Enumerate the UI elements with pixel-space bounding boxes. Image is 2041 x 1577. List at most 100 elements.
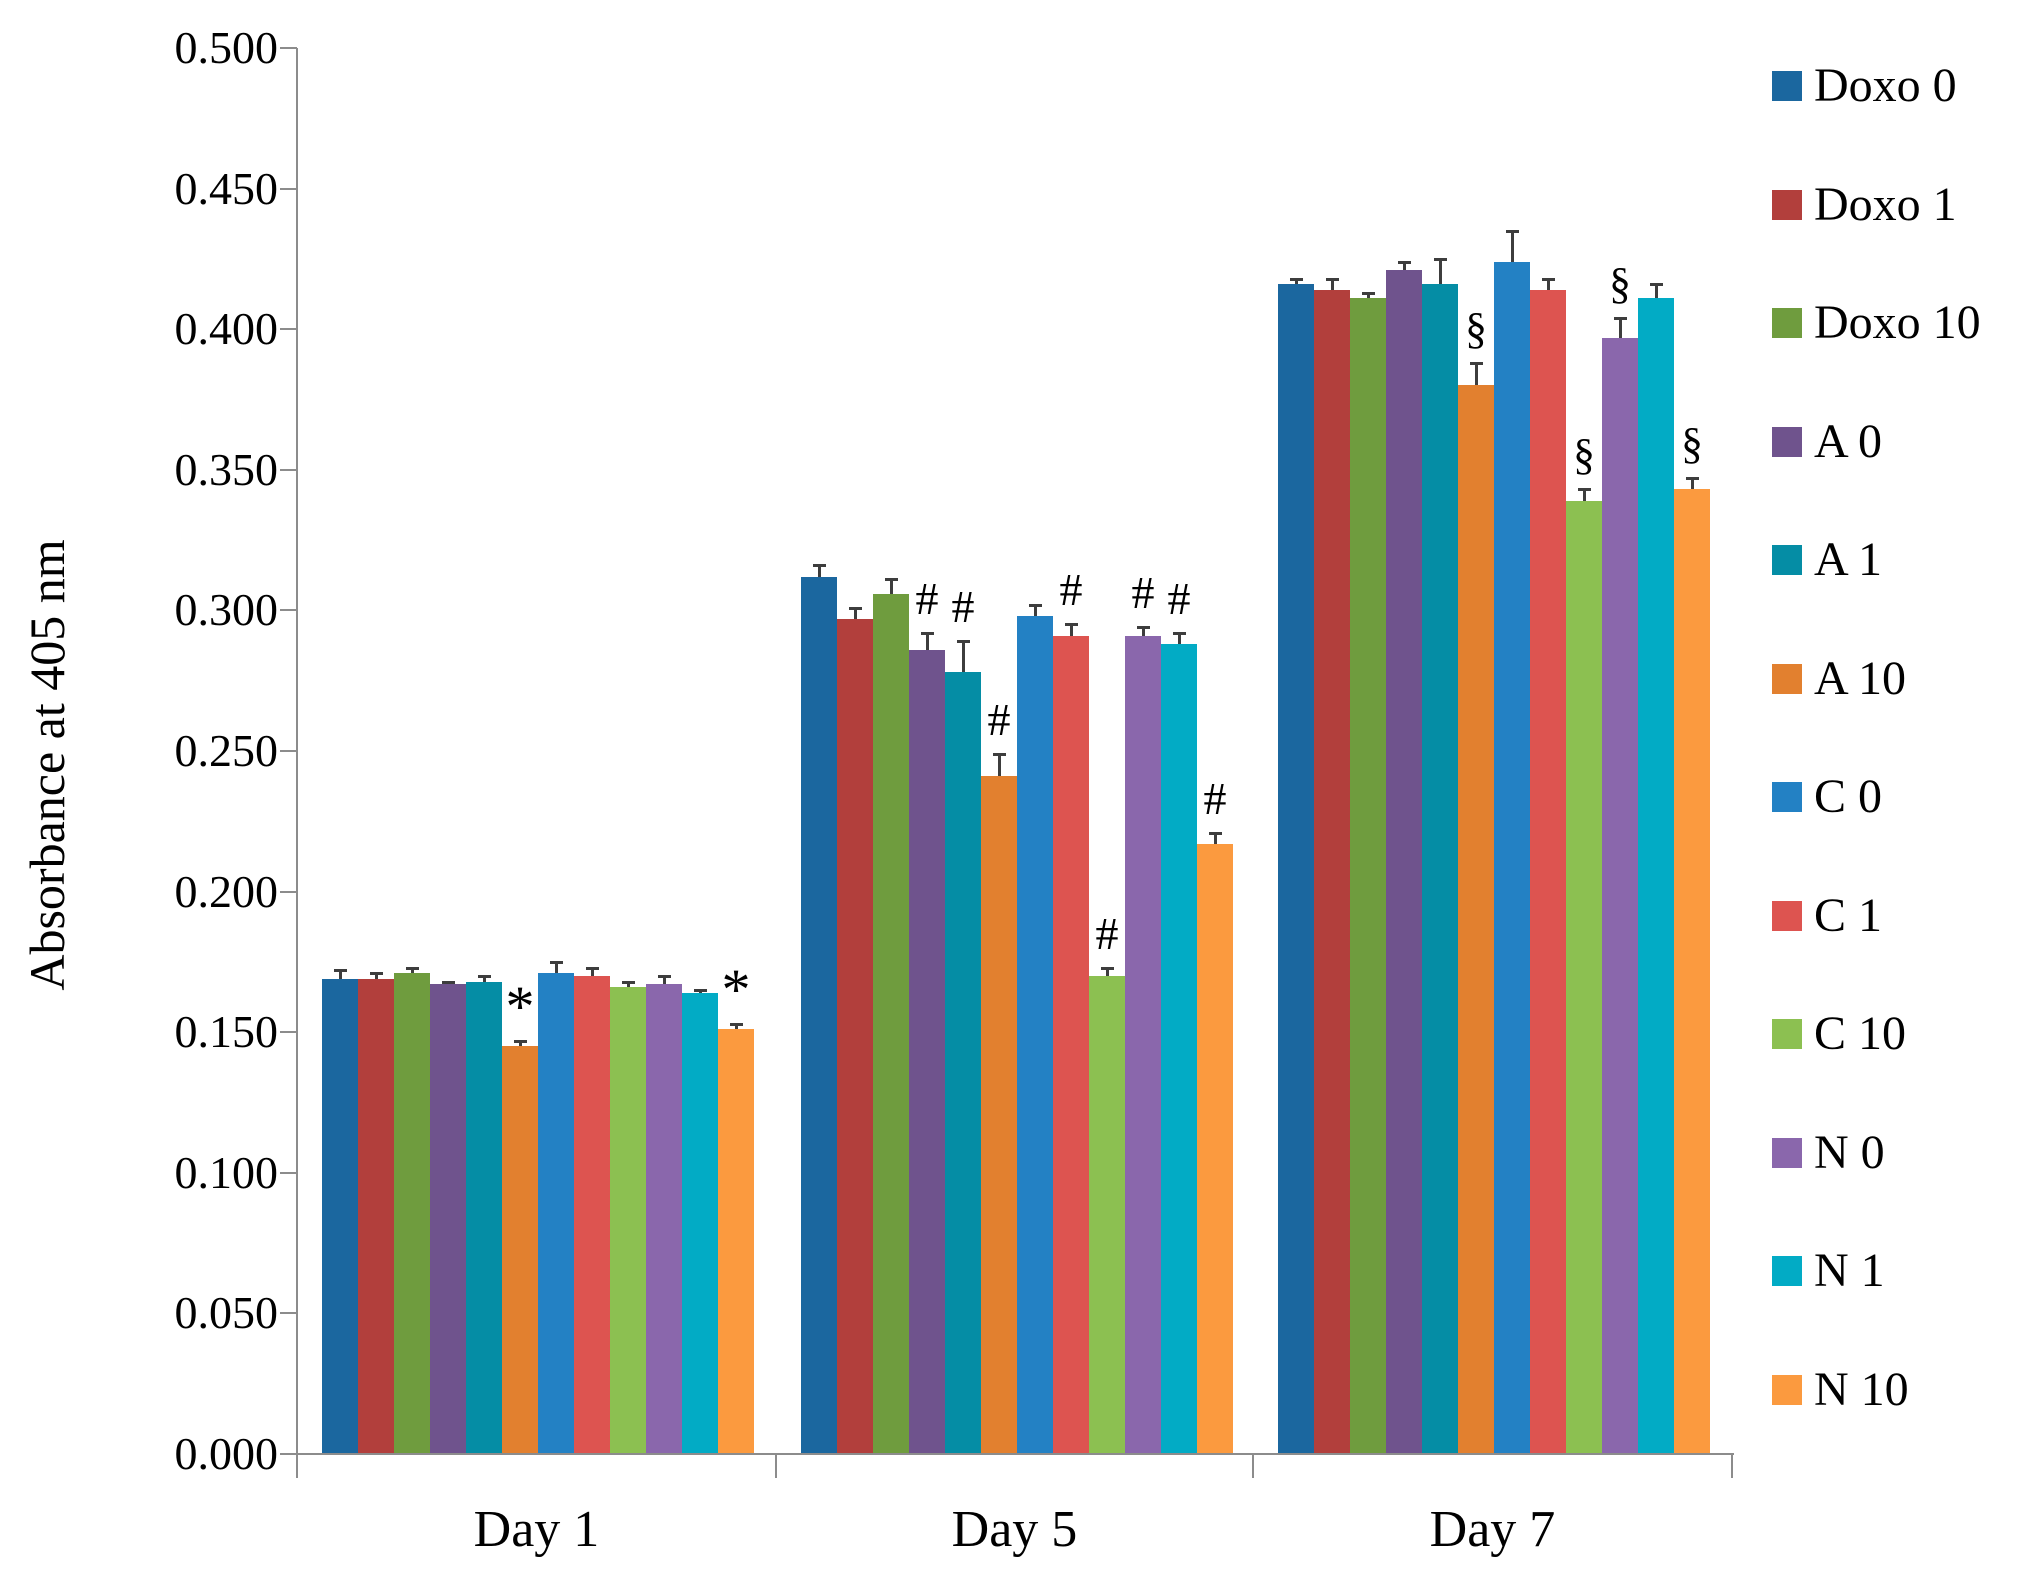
error-bar-a-10-day-7 — [1474, 362, 1478, 386]
legend-item-doxo-10: Doxo 10 — [1772, 295, 2037, 351]
error-bar-a-1-day-7 — [1438, 258, 1442, 285]
error-bar-cap-c-0-day-7 — [1505, 229, 1519, 233]
error-bar-cap-a-1-day-5 — [956, 640, 970, 644]
x-tick-mark — [296, 1454, 298, 1478]
annotation-c-10-day-7: § — [1573, 430, 1595, 480]
bar-c-1-day-1 — [574, 975, 610, 1454]
error-bar-cap-doxo-10-day-7 — [1361, 291, 1375, 295]
legend-label-doxo-10: Doxo 10 — [1814, 296, 1981, 350]
error-bar-cap-n-10-day-5 — [1208, 831, 1222, 835]
legend-marker-c-10 — [1772, 1019, 1802, 1050]
error-bar-cap-n-1-day-5 — [1172, 631, 1186, 635]
legend-marker-a-10 — [1772, 663, 1802, 694]
error-bar-c-10-day-7 — [1582, 489, 1586, 501]
error-bar-cap-c-1-day-5 — [1064, 623, 1078, 627]
legend-marker-doxo-10 — [1772, 308, 1802, 339]
bar-c-0-day-7 — [1494, 261, 1530, 1454]
legend-marker-c-1 — [1772, 900, 1802, 931]
y-tick-mark — [280, 1171, 297, 1174]
x-tick-mark — [1252, 1454, 1254, 1478]
bar-c-10-day-1 — [610, 987, 646, 1454]
bar-c-1-day-5 — [1053, 635, 1089, 1454]
error-bar-cap-a-10-day-5 — [992, 752, 1006, 756]
bar-a-1-day-5 — [945, 672, 981, 1454]
legend-label-c-10: C 10 — [1814, 1007, 1907, 1061]
error-bar-cap-a-10-day-7 — [1469, 361, 1483, 365]
error-bar-a-1-day-1 — [482, 975, 486, 982]
y-tick-label-0.200: 0.200 — [174, 865, 279, 917]
x-axis-line — [296, 1453, 1734, 1455]
legend-label-doxo-1: Doxo 1 — [1814, 177, 1957, 231]
error-bar-c-0-day-5 — [1033, 604, 1037, 616]
legend-item-n-1: N 1 — [1772, 1243, 2037, 1299]
annotation-n-10-day-7: § — [1681, 419, 1703, 469]
y-tick-mark — [280, 1312, 297, 1315]
legend-item-c-0: C 0 — [1772, 769, 2037, 825]
error-bar-n-0-day-5 — [1141, 627, 1145, 636]
annotation-c-1-day-5: # — [1059, 564, 1083, 616]
bar-n-10-day-5 — [1197, 843, 1233, 1454]
error-bar-doxo-10-day-5 — [889, 579, 893, 594]
error-bar-cap-doxo-10-day-5 — [884, 578, 898, 582]
bar-doxo-0-day-7 — [1278, 284, 1314, 1454]
error-bar-cap-a-10-day-1 — [513, 1039, 527, 1043]
y-tick-label-0.150: 0.150 — [174, 1006, 279, 1058]
bar-c-1-day-7 — [1530, 289, 1566, 1454]
error-bar-n-10-day-1 — [734, 1023, 738, 1030]
y-tick-label-0.500: 0.500 — [174, 22, 279, 73]
y-tick-mark — [280, 609, 297, 612]
annotation-n-10-day-1: * — [721, 956, 751, 1022]
legend-label-n-10: N 10 — [1814, 1362, 1909, 1416]
error-bar-c-1-day-1 — [590, 967, 594, 976]
y-axis-title: Absorbance at 405 nm — [19, 539, 75, 991]
legend-label-n-0: N 0 — [1814, 1125, 1885, 1179]
error-bar-c-0-day-7 — [1510, 230, 1514, 262]
legend-marker-c-0 — [1772, 782, 1802, 813]
legend-item-doxo-0: Doxo 0 — [1772, 58, 2037, 114]
legend-label-doxo-0: Doxo 0 — [1814, 59, 1957, 112]
y-tick-mark — [280, 750, 297, 752]
error-bar-cap-a-1-day-1 — [477, 974, 491, 978]
legend-marker-n-0 — [1772, 1137, 1802, 1168]
legend-label-a-10: A 10 — [1814, 651, 1907, 705]
error-bar-cap-n-0-day-7 — [1613, 316, 1627, 320]
legend-item-c-10: C 10 — [1772, 1006, 2037, 1062]
bar-doxo-1-day-7 — [1314, 289, 1350, 1454]
annotation-a-10-day-5: # — [987, 693, 1011, 745]
error-bar-doxo-0-day-7 — [1294, 278, 1298, 285]
bar-n-10-day-1 — [718, 1029, 754, 1454]
error-bar-c-0-day-1 — [554, 961, 558, 974]
legend-label-n-1: N 1 — [1814, 1244, 1885, 1298]
y-tick-label-0.250: 0.250 — [174, 725, 279, 776]
error-bar-cap-a-1-day-7 — [1433, 257, 1447, 261]
error-bar-c-10-day-5 — [1105, 967, 1109, 976]
error-bar-c-1-day-7 — [1546, 278, 1550, 290]
error-bar-n-1-day-5 — [1177, 632, 1181, 645]
bar-doxo-10-day-7 — [1350, 298, 1386, 1454]
y-tick-mark — [280, 328, 297, 331]
error-bar-cap-doxo-0-day-7 — [1289, 277, 1303, 281]
error-bar-a-1-day-5 — [961, 641, 965, 673]
x-tick-mark — [1731, 1454, 1733, 1478]
error-bar-doxo-1-day-5 — [853, 607, 857, 619]
bar-c-10-day-5 — [1089, 975, 1125, 1454]
error-bar-cap-n-0-day-1 — [657, 974, 671, 978]
legend-marker-doxo-0 — [1772, 71, 1802, 101]
bar-c-0-day-1 — [538, 973, 574, 1454]
error-bar-cap-c-10-day-7 — [1577, 488, 1591, 492]
error-bar-a-10-day-1 — [518, 1040, 522, 1047]
error-bar-c-1-day-5 — [1069, 624, 1073, 636]
y-tick-mark — [280, 1453, 297, 1455]
bar-a-1-day-1 — [466, 981, 502, 1454]
bar-a-10-day-1 — [502, 1046, 538, 1454]
error-bar-doxo-0-day-1 — [338, 970, 342, 979]
bar-doxo-1-day-5 — [837, 618, 873, 1454]
error-bar-cap-doxo-1-day-5 — [848, 606, 862, 610]
bar-n-0-day-7 — [1602, 337, 1638, 1454]
y-tick-mark — [280, 890, 297, 893]
annotation-a-1-day-5: # — [951, 581, 975, 633]
x-category-label-day-7: Day 7 — [1429, 1501, 1556, 1558]
bar-a-0-day-1 — [430, 984, 466, 1454]
x-category-label-day-5: Day 5 — [951, 1501, 1078, 1558]
y-tick-label-0.100: 0.100 — [174, 1146, 279, 1198]
